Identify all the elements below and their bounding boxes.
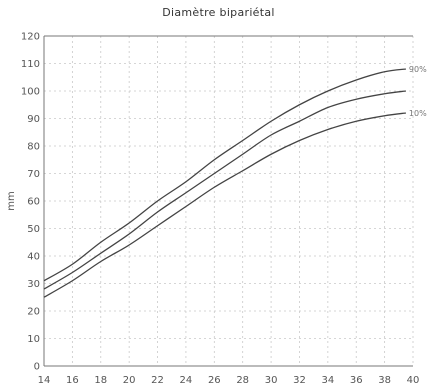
y-tick-label: 30 xyxy=(27,279,40,290)
axis-layer: 14 16 18 20 22 24 26 28 30 32 34 36 38 40 0 10 20 30 40 50 6… xyxy=(6,32,419,387)
chart-title: Diamètre bipariétal xyxy=(162,6,275,19)
y-axis-title: mm xyxy=(6,191,17,210)
x-tick-label: 18 xyxy=(94,375,107,386)
x-tick-label: 14 xyxy=(38,375,51,386)
y-tick-label: 80 xyxy=(27,142,40,153)
grid-layer xyxy=(44,35,414,366)
y-tick-label: 20 xyxy=(27,307,40,318)
x-tick-label: 32 xyxy=(293,375,306,386)
y-tick-label: 0 xyxy=(34,362,40,373)
y-tick-label: 70 xyxy=(27,169,40,180)
y-tick-label: 60 xyxy=(27,197,40,208)
series-layer xyxy=(43,68,406,298)
x-tick-label: 24 xyxy=(180,375,193,386)
x-tick-label: 20 xyxy=(123,375,136,386)
x-tick-label: 30 xyxy=(265,375,278,386)
x-tick-label: 36 xyxy=(350,375,363,386)
y-tick-label: 40 xyxy=(27,252,40,263)
x-tick-label: 34 xyxy=(321,375,334,386)
series-label: 10% xyxy=(409,109,427,118)
series-line xyxy=(43,68,406,282)
y-tick-label: 10 xyxy=(27,334,40,345)
label-layer: 90% 10% xyxy=(409,65,427,118)
y-tick-label: 100 xyxy=(21,87,40,98)
series-line xyxy=(43,112,406,298)
y-tick-label: 120 xyxy=(21,32,40,43)
y-tick-label: 50 xyxy=(27,224,40,235)
x-tick-label: 40 xyxy=(407,375,420,386)
x-tick-label: 16 xyxy=(66,375,79,386)
y-tick-label: 110 xyxy=(21,59,40,70)
series-label: 90% xyxy=(409,65,427,74)
x-tick-label: 22 xyxy=(151,375,164,386)
x-tick-label: 28 xyxy=(236,375,249,386)
series-line xyxy=(43,90,406,290)
y-tick-label: 90 xyxy=(27,114,40,125)
x-tick-label: 26 xyxy=(208,375,221,386)
x-tick-label: 38 xyxy=(378,375,391,386)
